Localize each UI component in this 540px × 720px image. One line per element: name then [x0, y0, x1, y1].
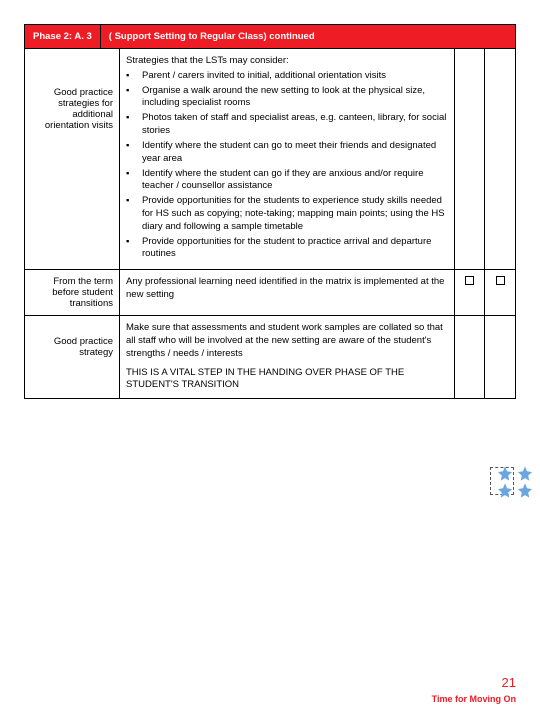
- row-content: Strategies that the LSTs may consider: ▪…: [120, 49, 455, 269]
- star-icon: [496, 482, 514, 499]
- bullet-text: Provide opportunities for the students t…: [142, 195, 448, 233]
- bullet-text: Organise a walk around the new setting t…: [142, 85, 448, 111]
- row-label: From the term before student transitions: [31, 276, 113, 309]
- row-content: Make sure that assessments and student w…: [120, 316, 455, 398]
- bullet-marker: ▪: [126, 195, 142, 233]
- page-footer: 21 Time for Moving On: [432, 675, 516, 704]
- bullet-text: Identify where the student can go if the…: [142, 168, 448, 194]
- content-table: Good practice strategies for additional …: [24, 49, 516, 399]
- star-icon: [496, 465, 514, 482]
- bullet-text: Photos taken of staff and specialist are…: [142, 112, 448, 138]
- row-content: Any professional learning need identifie…: [120, 270, 455, 315]
- bullet-marker: ▪: [126, 70, 142, 83]
- bullet-text: Identify where the student can go to mee…: [142, 140, 448, 166]
- row-label: Good practice strategies for additional …: [31, 55, 113, 131]
- row-body: Make sure that assessments and student w…: [126, 322, 448, 360]
- checkbox-cell: [485, 270, 515, 315]
- row-label-cell: Good practice strategies for additional …: [25, 49, 120, 269]
- strategies-intro: Strategies that the LSTs may consider:: [126, 55, 448, 68]
- bullet-text: Provide opportunities for the student to…: [142, 236, 448, 262]
- table-row: From the term before student transitions…: [25, 270, 515, 316]
- checkbox[interactable]: [465, 276, 474, 285]
- page-number: 21: [432, 675, 516, 690]
- checkbox-cell: [485, 49, 515, 269]
- bullet-marker: ▪: [126, 236, 142, 262]
- phase-subtitle: ( Support Setting to Regular Class) cont…: [101, 25, 515, 48]
- star-cluster: [496, 465, 534, 499]
- row-label: Good practice strategy: [31, 322, 113, 358]
- phase-label: Phase 2: A. 3: [25, 25, 101, 48]
- checkbox-cell: [455, 270, 485, 315]
- vital-note: THIS IS A VITAL STEP IN THE HANDING OVER…: [126, 367, 448, 393]
- checkbox-cell: [455, 316, 485, 398]
- bullet-marker: ▪: [126, 168, 142, 194]
- checkbox-cell: [485, 316, 515, 398]
- strategies-list: ▪Parent / carers invited to initial, add…: [126, 70, 448, 261]
- bullet-marker: ▪: [126, 140, 142, 166]
- bullet-marker: ▪: [126, 85, 142, 111]
- bullet-marker: ▪: [126, 112, 142, 138]
- row-label-cell: Good practice strategy: [25, 316, 120, 398]
- star-icon: [516, 482, 534, 499]
- star-icon: [516, 465, 534, 482]
- bullet-text: Parent / carers invited to initial, addi…: [142, 70, 448, 83]
- table-row: Good practice strategy Make sure that as…: [25, 316, 515, 398]
- row-label-cell: From the term before student transitions: [25, 270, 120, 315]
- checkbox-cell: [455, 49, 485, 269]
- footer-caption: Time for Moving On: [432, 694, 516, 704]
- table-row: Good practice strategies for additional …: [25, 49, 515, 270]
- phase-header: Phase 2: A. 3 ( Support Setting to Regul…: [24, 24, 516, 49]
- checkbox[interactable]: [496, 276, 505, 285]
